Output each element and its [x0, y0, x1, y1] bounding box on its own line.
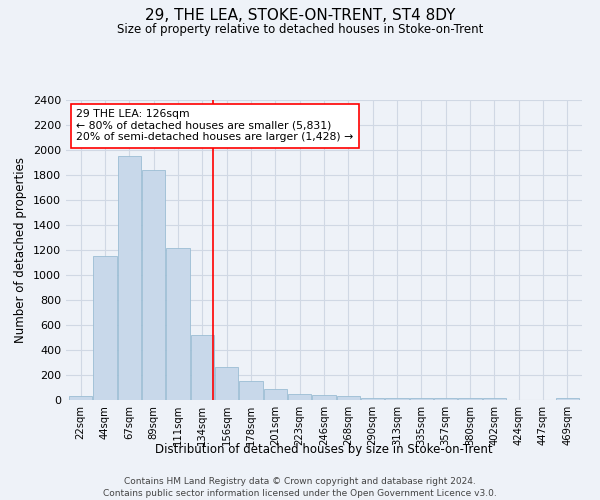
Bar — [556, 398, 579, 400]
Bar — [191, 335, 214, 400]
Bar — [458, 398, 482, 400]
Bar — [264, 390, 287, 400]
Bar — [361, 398, 384, 400]
Text: Size of property relative to detached houses in Stoke-on-Trent: Size of property relative to detached ho… — [117, 22, 483, 36]
Bar — [118, 156, 141, 400]
Bar — [410, 398, 433, 400]
Bar — [483, 398, 506, 400]
Bar — [337, 396, 360, 400]
Bar — [69, 396, 92, 400]
Bar — [166, 248, 190, 400]
Text: 29 THE LEA: 126sqm
← 80% of detached houses are smaller (5,831)
20% of semi-deta: 29 THE LEA: 126sqm ← 80% of detached hou… — [76, 109, 353, 142]
Text: 29, THE LEA, STOKE-ON-TRENT, ST4 8DY: 29, THE LEA, STOKE-ON-TRENT, ST4 8DY — [145, 8, 455, 22]
Text: Distribution of detached houses by size in Stoke-on-Trent: Distribution of detached houses by size … — [155, 442, 493, 456]
Bar — [288, 394, 311, 400]
Text: Contains HM Land Registry data © Crown copyright and database right 2024.: Contains HM Land Registry data © Crown c… — [124, 478, 476, 486]
Bar — [434, 398, 457, 400]
Bar — [215, 367, 238, 400]
Bar — [142, 170, 165, 400]
Text: Contains public sector information licensed under the Open Government Licence v3: Contains public sector information licen… — [103, 489, 497, 498]
Bar — [313, 395, 335, 400]
Bar — [94, 256, 116, 400]
Y-axis label: Number of detached properties: Number of detached properties — [14, 157, 28, 343]
Bar — [239, 381, 263, 400]
Bar — [385, 398, 409, 400]
